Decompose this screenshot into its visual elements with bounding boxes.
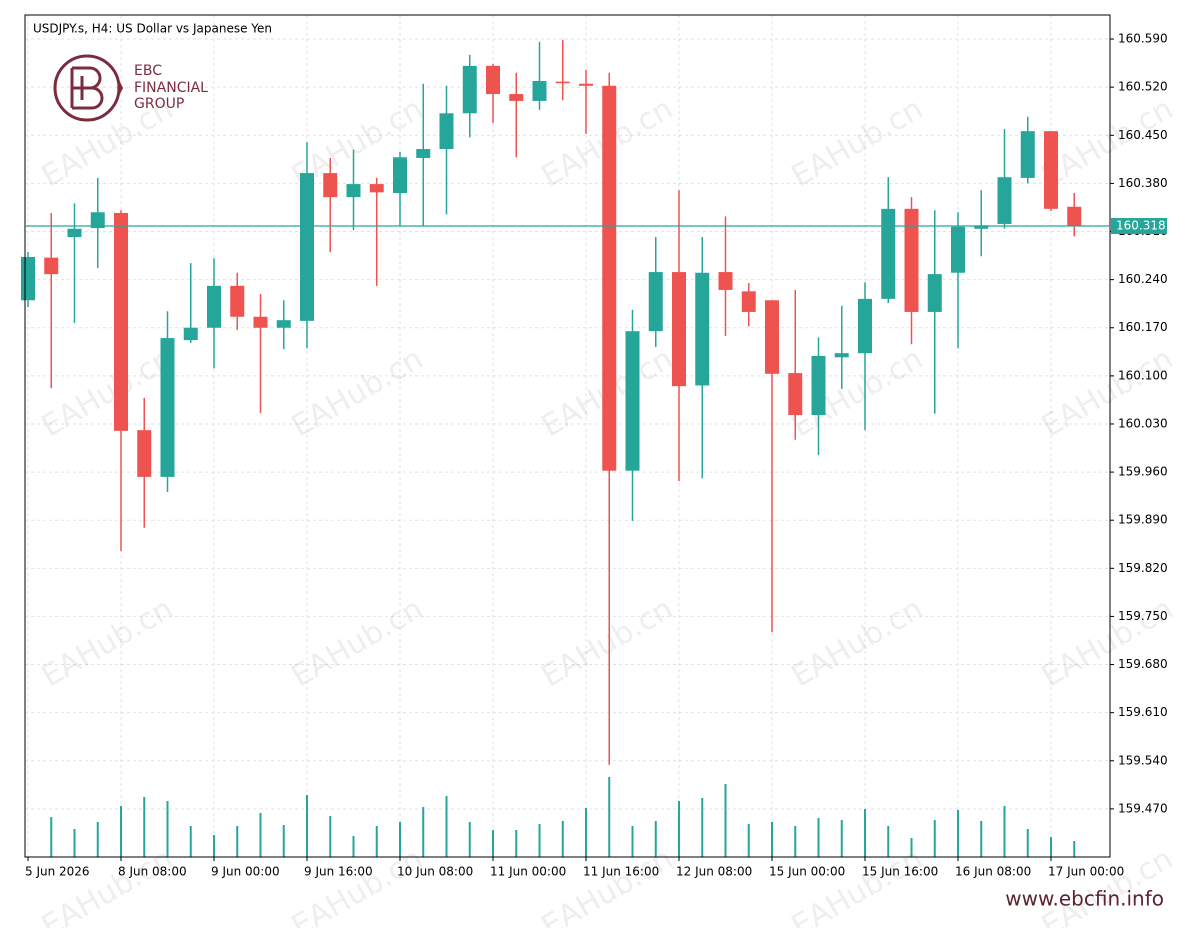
y-tick-label: 160.170: [1118, 320, 1168, 334]
candle-body: [788, 373, 803, 416]
candle-body: [625, 331, 640, 471]
candle-body: [741, 291, 756, 312]
logo: EBC FINANCIAL GROUP: [53, 54, 208, 122]
x-tick-label: 8 Jun 08:00: [118, 865, 187, 879]
candle-body: [695, 272, 710, 386]
candle-body: [1067, 206, 1082, 227]
candle-body: [369, 184, 384, 193]
candle-body: [276, 320, 291, 328]
candle-body: [160, 338, 175, 477]
candle-body: [393, 157, 407, 194]
x-tick-label: 11 Jun 00:00: [490, 865, 566, 879]
candle-body: [532, 80, 547, 101]
candle-body: [718, 272, 733, 290]
candle-body: [346, 184, 361, 198]
x-tick-label: 12 Jun 08:00: [676, 865, 752, 879]
candle-body: [811, 355, 826, 416]
y-tick-label: 159.470: [1118, 801, 1168, 815]
candle-body: [579, 83, 593, 86]
logo-glyph: [70, 66, 104, 110]
candle-body: [416, 149, 431, 158]
candle-body: [602, 85, 617, 471]
candle-body: [648, 272, 663, 332]
candle-body: [67, 228, 82, 238]
logo-text: EBC: [134, 63, 162, 79]
y-tick-label: 159.680: [1118, 657, 1168, 671]
last-price-label: 160.318: [1116, 219, 1166, 233]
x-tick-label: 9 Jun 00:00: [211, 865, 280, 879]
candle-body: [90, 212, 105, 229]
candle-body: [207, 285, 221, 328]
candle-body: [114, 212, 128, 431]
candle-body: [323, 173, 338, 198]
footer-url: www.ebcfin.info: [1005, 887, 1164, 911]
y-tick-label: 159.540: [1118, 753, 1168, 767]
candle-body: [858, 298, 872, 354]
y-tick-label: 159.890: [1118, 513, 1168, 527]
y-tick-label: 159.610: [1118, 705, 1168, 719]
y-tick-label: 160.030: [1118, 416, 1168, 430]
candle-body: [183, 327, 198, 341]
y-tick-label: 160.520: [1118, 80, 1168, 94]
candle-body: [1044, 131, 1058, 209]
last-price-box: [1111, 218, 1167, 235]
logo-text: GROUP: [134, 96, 184, 112]
candle-body: [21, 256, 35, 301]
y-tick-label: 160.590: [1118, 32, 1168, 46]
plot-frame: [24, 14, 1111, 858]
y-tick-label: 160.450: [1118, 128, 1168, 142]
candle-body: [462, 65, 477, 114]
logo-text: FINANCIAL: [134, 80, 208, 96]
x-tick-label: 10 Jun 08:00: [397, 865, 473, 879]
x-tick-label: 17 Jun 00:00: [1048, 865, 1124, 879]
candle-body: [997, 177, 1012, 224]
candle-body: [300, 173, 314, 321]
marks: [21, 39, 1082, 857]
candle-body: [765, 300, 779, 374]
candle-body: [439, 113, 454, 150]
x-tick-label: 5 Jun 2026: [25, 865, 90, 879]
x-tick-label: 16 Jun 08:00: [955, 865, 1031, 879]
candle-body: [974, 225, 989, 229]
x-tick-label: 9 Jun 16:00: [304, 865, 373, 879]
y-tick-label: 160.240: [1118, 272, 1168, 286]
candle-body: [834, 353, 849, 358]
candle-body: [555, 81, 570, 84]
candle-body: [1020, 131, 1035, 178]
chart-title: USDJPY.s, H4: US Dollar vs Japanese Yen: [33, 22, 272, 36]
y-tick-label: 159.960: [1118, 465, 1168, 479]
x-tick-label: 11 Jun 16:00: [583, 865, 659, 879]
logo-star: [117, 82, 123, 94]
candle-body: [253, 316, 268, 328]
y-tick-label: 160.100: [1118, 368, 1168, 382]
candle-body: [509, 94, 524, 101]
candle-body: [137, 430, 152, 477]
candle-body: [230, 285, 245, 317]
x-tick-label: 15 Jun 16:00: [862, 865, 938, 879]
candle-body: [927, 274, 942, 312]
candle-body: [486, 65, 500, 95]
candle-body: [44, 257, 59, 275]
candle-body: [672, 272, 686, 387]
y-tick-label: 160.380: [1118, 176, 1168, 190]
x-tick-label: 15 Jun 00:00: [769, 865, 845, 879]
candle-body: [881, 208, 896, 299]
y-tick-label: 159.820: [1118, 561, 1168, 575]
candle-body: [904, 208, 919, 312]
y-tick-label: 159.750: [1118, 609, 1168, 623]
candle-body: [951, 226, 965, 273]
